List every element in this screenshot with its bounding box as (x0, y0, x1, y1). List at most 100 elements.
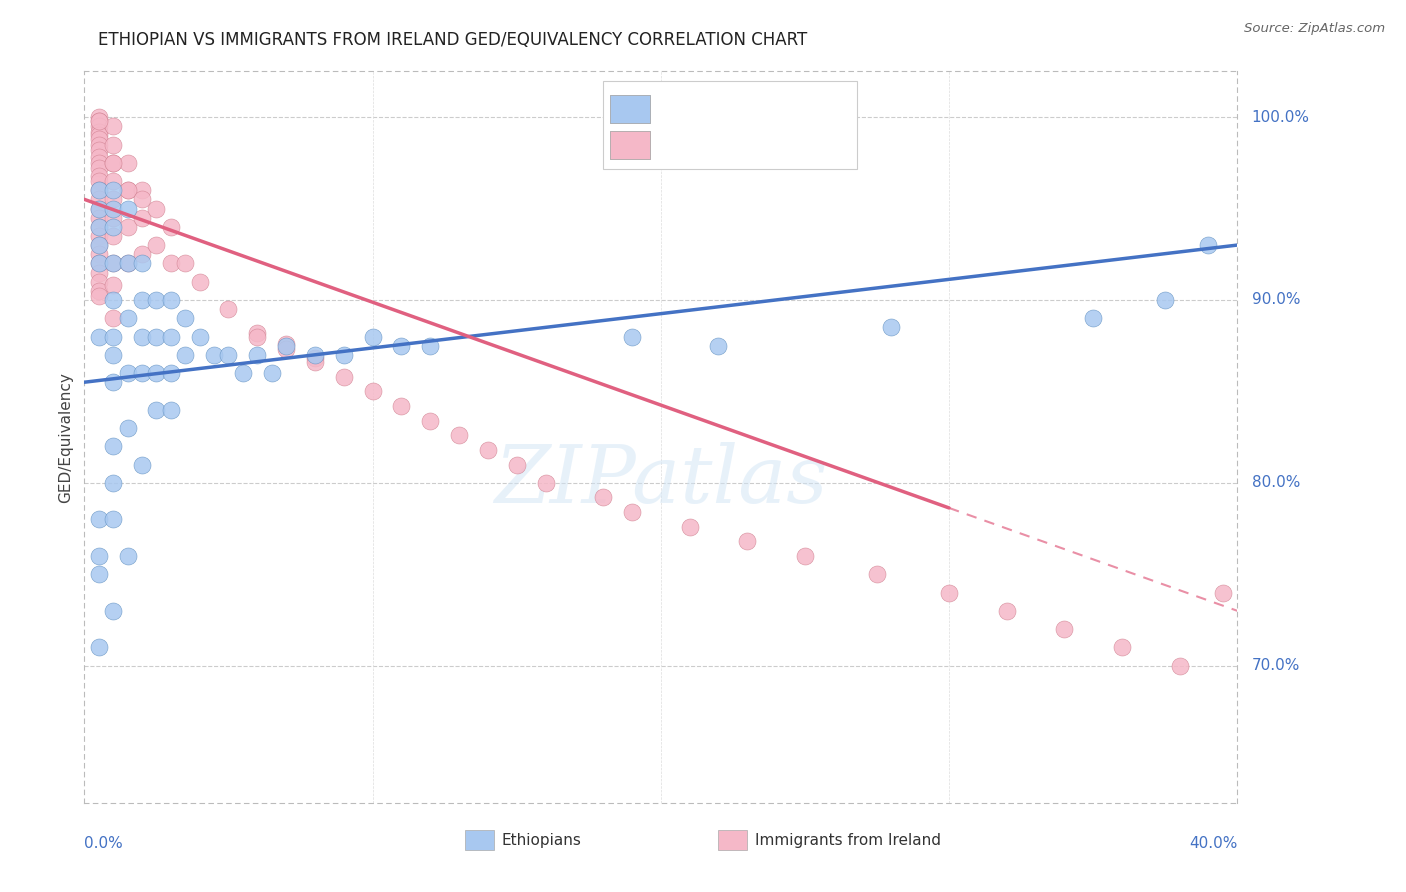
Point (131, 329, 153, 343)
Point (103, 183, 124, 197)
Point (103, 202, 124, 216)
Point (117, 183, 139, 197)
Point (938, 585, 960, 599)
Point (131, 366, 153, 380)
Point (160, 256, 183, 270)
Point (87, 150, 110, 164)
Point (707, 338, 730, 352)
Point (276, 338, 298, 352)
FancyBboxPatch shape (718, 830, 748, 850)
Point (131, 183, 153, 197)
Point (103, 137, 124, 152)
Point (103, 475, 124, 490)
Text: R =: R = (655, 136, 692, 154)
Point (304, 348, 326, 362)
Point (145, 402, 167, 417)
Point (103, 192, 124, 206)
Point (87, 155, 110, 169)
Point (103, 256, 124, 270)
Point (87, 567, 110, 582)
Point (866, 567, 889, 582)
Point (103, 174, 124, 188)
Point (449, 428, 471, 442)
Point (103, 155, 124, 169)
Point (103, 278, 124, 293)
Text: Source: ZipAtlas.com: Source: ZipAtlas.com (1244, 22, 1385, 36)
Point (160, 329, 183, 343)
Point (131, 192, 153, 206)
Point (87, 174, 110, 188)
Point (87, 132, 110, 146)
Text: 90.0%: 90.0% (1251, 293, 1301, 308)
Point (87, 228, 110, 243)
Point (391, 399, 413, 413)
Point (419, 338, 441, 352)
Point (87, 219, 110, 234)
Point (1168, 658, 1191, 673)
Point (87, 128, 110, 143)
Point (218, 348, 240, 362)
Point (1212, 585, 1234, 599)
Point (361, 329, 384, 343)
Point (218, 301, 240, 316)
Point (87, 113, 110, 128)
Point (160, 219, 183, 234)
Point (361, 384, 384, 399)
Text: 61: 61 (776, 100, 797, 118)
Point (737, 534, 759, 549)
Text: Immigrants from Ireland: Immigrants from Ireland (755, 832, 942, 847)
Point (117, 421, 139, 435)
Point (1111, 640, 1133, 655)
FancyBboxPatch shape (610, 95, 651, 122)
Point (87, 275, 110, 289)
Point (87, 137, 110, 152)
Point (188, 275, 211, 289)
Point (117, 366, 139, 380)
Point (87, 113, 110, 128)
Point (131, 458, 153, 472)
Point (103, 604, 124, 618)
Point (87, 256, 110, 270)
Text: 70.0%: 70.0% (1251, 658, 1301, 673)
Point (117, 155, 139, 169)
Point (506, 458, 529, 472)
Point (131, 247, 153, 261)
Point (103, 348, 124, 362)
Text: ETHIOPIAN VS IMMIGRANTS FROM IRELAND GED/EQUIVALENCY CORRELATION CHART: ETHIOPIAN VS IMMIGRANTS FROM IRELAND GED… (98, 31, 807, 49)
Point (333, 348, 356, 362)
Text: N =: N = (741, 136, 779, 154)
Point (304, 351, 326, 366)
Point (87, 640, 110, 655)
Point (304, 355, 326, 369)
Point (246, 348, 269, 362)
Point (103, 155, 124, 169)
Point (87, 238, 110, 252)
Point (87, 202, 110, 216)
Point (145, 202, 167, 216)
Point (679, 519, 702, 533)
Point (131, 211, 153, 225)
Point (87, 110, 110, 124)
Point (103, 211, 124, 225)
Point (174, 256, 197, 270)
Point (1154, 293, 1177, 307)
Point (276, 343, 298, 357)
Point (117, 256, 139, 270)
Point (145, 366, 167, 380)
Point (995, 604, 1018, 618)
FancyBboxPatch shape (465, 830, 494, 850)
Point (87, 247, 110, 261)
Point (419, 414, 441, 428)
Text: ZIPatlas: ZIPatlas (494, 442, 828, 520)
Point (87, 161, 110, 176)
Text: Ethiopians: Ethiopians (502, 832, 582, 847)
Point (117, 256, 139, 270)
Point (87, 119, 110, 133)
Text: 40.0%: 40.0% (1189, 836, 1237, 851)
Point (1083, 311, 1105, 326)
Point (246, 329, 269, 343)
Point (103, 375, 124, 389)
Point (87, 265, 110, 279)
Point (103, 439, 124, 453)
Point (592, 491, 614, 505)
